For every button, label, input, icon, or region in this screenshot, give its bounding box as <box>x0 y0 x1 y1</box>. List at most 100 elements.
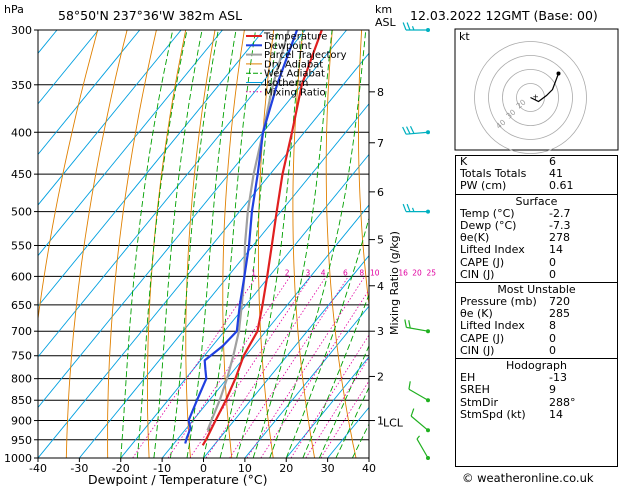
most-unstable-value: 0 <box>549 331 556 345</box>
mixing-ratio-label: 4 <box>321 268 326 277</box>
wet-adiabat-line <box>136 30 188 458</box>
hodograph-index-row: StmSpd (kt) 14 <box>456 408 617 421</box>
dry-adiabat-line <box>146 30 187 458</box>
wind-barb <box>402 126 430 135</box>
unstable-title: Most Unstable <box>497 282 576 296</box>
legend-label: Mixing Ratio <box>264 87 326 98</box>
wind-barb-flag <box>416 435 420 440</box>
surface-row: CAPE (J) 0 <box>456 255 617 269</box>
isotherm-line <box>38 30 347 409</box>
pressure-tick-label: 450 <box>11 168 32 181</box>
hodograph-index-value: 9 <box>549 383 556 397</box>
most-unstable-label: Pressure (mb) <box>460 295 537 309</box>
wet-adiabat-line <box>236 30 304 458</box>
wet-adiabat-line <box>252 30 333 458</box>
km-tick-label: 5 <box>377 234 384 247</box>
x-axis-label: Dewpoint / Temperature (°C) <box>88 472 267 486</box>
wet-adiabat-line <box>153 30 203 458</box>
dry-adiabat-line <box>292 30 316 458</box>
km-tick-label: 4 <box>377 280 384 293</box>
asl-unit-label: ASL <box>375 16 397 29</box>
hodograph-title: Hodograph <box>506 359 567 372</box>
divider <box>456 358 617 359</box>
credit-text: © weatheronline.co.uk <box>462 471 594 485</box>
pressure-tick-label: 350 <box>11 79 32 92</box>
wet-adiabat-line <box>169 30 219 458</box>
wind-barb <box>404 319 430 334</box>
indices-panel: K 6 Totals Totals 41 PW (cm) 0.61 Surface Tem… <box>455 155 618 467</box>
pressure-tick-label: 700 <box>11 325 32 338</box>
mixing-ratio-line <box>290 334 369 458</box>
wet-adiabat-line <box>219 30 279 458</box>
wet-adiabat-line <box>120 30 174 458</box>
wind-barb-station <box>426 28 430 32</box>
mixing-ratio-label: 1 <box>251 268 256 277</box>
most-unstable-row: CIN (J) 0 <box>456 344 617 357</box>
mixing-ratio-line <box>320 380 369 458</box>
wind-barb-station <box>426 209 430 214</box>
index-row: Totals Totals 41 <box>456 167 617 181</box>
isotherm-line <box>38 30 265 307</box>
isotherm-line <box>38 30 99 105</box>
legend-label: Dewpoint <box>264 41 312 52</box>
pressure-tick-label: 1000 <box>4 452 32 465</box>
index-label: K <box>460 155 468 168</box>
wind-barb-staff <box>416 438 429 459</box>
wind-barb-flag <box>406 126 411 135</box>
mixing-ratio-label: 25 <box>426 268 436 277</box>
dry-adiabat-line <box>358 30 369 308</box>
wind-barb <box>408 381 430 403</box>
hodograph-index-label: EH <box>460 371 476 385</box>
wind-barb <box>402 22 430 32</box>
wet-adiabat-line <box>302 293 369 458</box>
mixing-ratio-label: 16 <box>398 268 408 277</box>
surface-value: -2.7 <box>549 206 571 220</box>
isotherm-line <box>38 30 182 206</box>
surface-label: θe(K) <box>460 231 490 245</box>
hodograph-index-row: StmDir 288° <box>456 396 617 409</box>
dry-adiabat-line <box>65 30 128 458</box>
km-tick-label: 3 <box>377 325 384 338</box>
wind-barb-flag <box>402 126 407 135</box>
index-label: Totals Totals <box>460 167 527 181</box>
wind-barb-flag <box>406 22 411 31</box>
legend-label: Wet Adiabat <box>264 69 325 80</box>
surface-title: Surface <box>515 194 558 208</box>
wet-adiabat-line <box>285 216 369 458</box>
wind-barb-staff <box>408 388 429 401</box>
wind-barb-staff <box>406 326 429 332</box>
pressure-tick-label: 550 <box>11 239 32 252</box>
surface-row: θe(K) 278 <box>456 231 617 245</box>
most-unstable-row: Pressure (mb) 720 <box>456 295 617 309</box>
wet-adiabat-line <box>203 30 257 458</box>
wind-barb <box>410 408 430 433</box>
wind-barb-flag <box>404 319 407 328</box>
mixing-ratio-line <box>189 276 312 458</box>
wind-barb-staff <box>410 415 429 431</box>
mixing-ratio-label: 10 <box>370 268 380 277</box>
dry-adiabat-line <box>325 30 357 458</box>
index-value: 6 <box>549 155 556 168</box>
wind-barb-station <box>426 398 430 403</box>
surface-value: -7.3 <box>549 218 571 232</box>
hodograph-index-label: SREH <box>460 383 490 397</box>
mixing-ratio-line <box>260 289 369 458</box>
pressure-tick-label: 800 <box>11 373 32 386</box>
surface-label: CAPE (J) <box>460 255 505 269</box>
wind-barb-flag <box>402 22 407 31</box>
dry-adiabat-line <box>185 30 216 458</box>
mixing-ratio-line <box>305 356 369 458</box>
index-value: 41 <box>549 167 563 181</box>
isotherm-line <box>38 30 223 257</box>
hodograph-trace <box>530 73 560 103</box>
storm-motion-marker: + <box>533 93 539 102</box>
dewpoint-line <box>184 30 299 444</box>
wet-adiabat-line <box>269 30 367 458</box>
legend-label: Parcel Trajectory <box>264 50 347 61</box>
wind-barb-flag <box>411 26 415 31</box>
km-tick-label: 8 <box>377 86 384 99</box>
km-tick-label: 1 <box>377 415 384 428</box>
temperature-tick-label: 0 <box>200 462 207 475</box>
